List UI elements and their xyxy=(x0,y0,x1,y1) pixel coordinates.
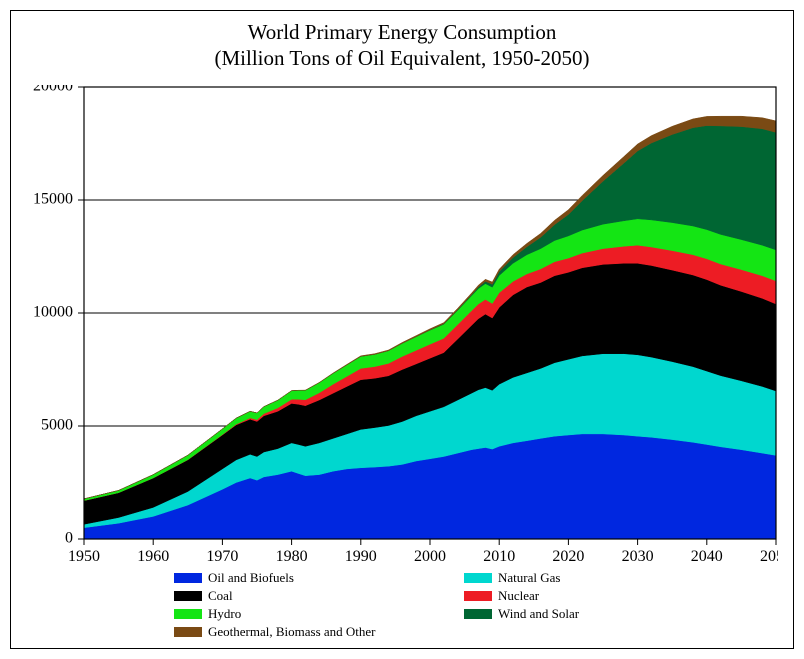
y-tick-label: 0 xyxy=(65,530,73,547)
legend-item-coal: Coal xyxy=(174,587,464,605)
legend-item-hydro: Hydro xyxy=(174,605,464,623)
legend-swatch-hydro xyxy=(174,609,202,619)
legend-swatch-coal xyxy=(174,591,202,601)
x-tick-label: 1960 xyxy=(137,548,169,565)
x-tick-label: 1970 xyxy=(206,548,238,565)
y-tick-label: 15000 xyxy=(33,191,73,208)
legend-label-coal: Coal xyxy=(208,588,233,604)
legend-item-gas: Natural Gas xyxy=(464,569,739,587)
x-tick-label: 2000 xyxy=(414,548,446,565)
plot-area: 0 5000 10000 15000 20000 1950 1960 1970 1980 1990… xyxy=(29,85,778,567)
legend-label-nuc: Nuclear xyxy=(498,588,539,604)
legend-item-geo: Geothermal, Biomass and Other xyxy=(174,623,464,641)
legend: Oil and Biofuels Natural Gas Coal Nuclear Hy… xyxy=(174,569,739,641)
x-tick-label: 2050 xyxy=(760,548,778,565)
x-tick-label: 1990 xyxy=(345,548,377,565)
legend-swatch-wind xyxy=(464,609,492,619)
x-tick-label: 2040 xyxy=(691,548,723,565)
legend-swatch-gas xyxy=(464,573,492,583)
legend-label-gas: Natural Gas xyxy=(498,570,560,586)
legend-label-oil: Oil and Biofuels xyxy=(208,570,294,586)
x-tick-label: 2010 xyxy=(483,548,515,565)
y-tick-label: 5000 xyxy=(41,417,73,434)
legend-item-nuc: Nuclear xyxy=(464,587,739,605)
x-tick-label: 2030 xyxy=(622,548,654,565)
legend-label-geo: Geothermal, Biomass and Other xyxy=(208,624,376,640)
legend-swatch-geo xyxy=(174,627,202,637)
legend-swatch-oil xyxy=(174,573,202,583)
chart-frame: { "chart": { "type": "area-stacked", "ti… xyxy=(10,10,794,649)
chart-title-line1: World Primary Energy Consumption xyxy=(248,20,557,44)
chart-title-line2: (Million Tons of Oil Equivalent, 1950-20… xyxy=(215,46,590,70)
legend-label-wind: Wind and Solar xyxy=(498,606,579,622)
area-chart-svg: 0 5000 10000 15000 20000 1950 1960 1970 1980 1990… xyxy=(29,85,778,567)
x-tick-label: 2020 xyxy=(552,548,584,565)
x-tick-label: 1980 xyxy=(276,548,308,565)
legend-item-wind: Wind and Solar xyxy=(464,605,739,623)
chart-title: World Primary Energy Consumption (Millio… xyxy=(11,19,793,72)
y-tick-label: 20000 xyxy=(33,85,73,95)
legend-swatch-nuc xyxy=(464,591,492,601)
legend-label-hydro: Hydro xyxy=(208,606,241,622)
legend-item-oil: Oil and Biofuels xyxy=(174,569,464,587)
y-tick-label: 10000 xyxy=(33,304,73,321)
x-tick-label: 1950 xyxy=(68,548,100,565)
